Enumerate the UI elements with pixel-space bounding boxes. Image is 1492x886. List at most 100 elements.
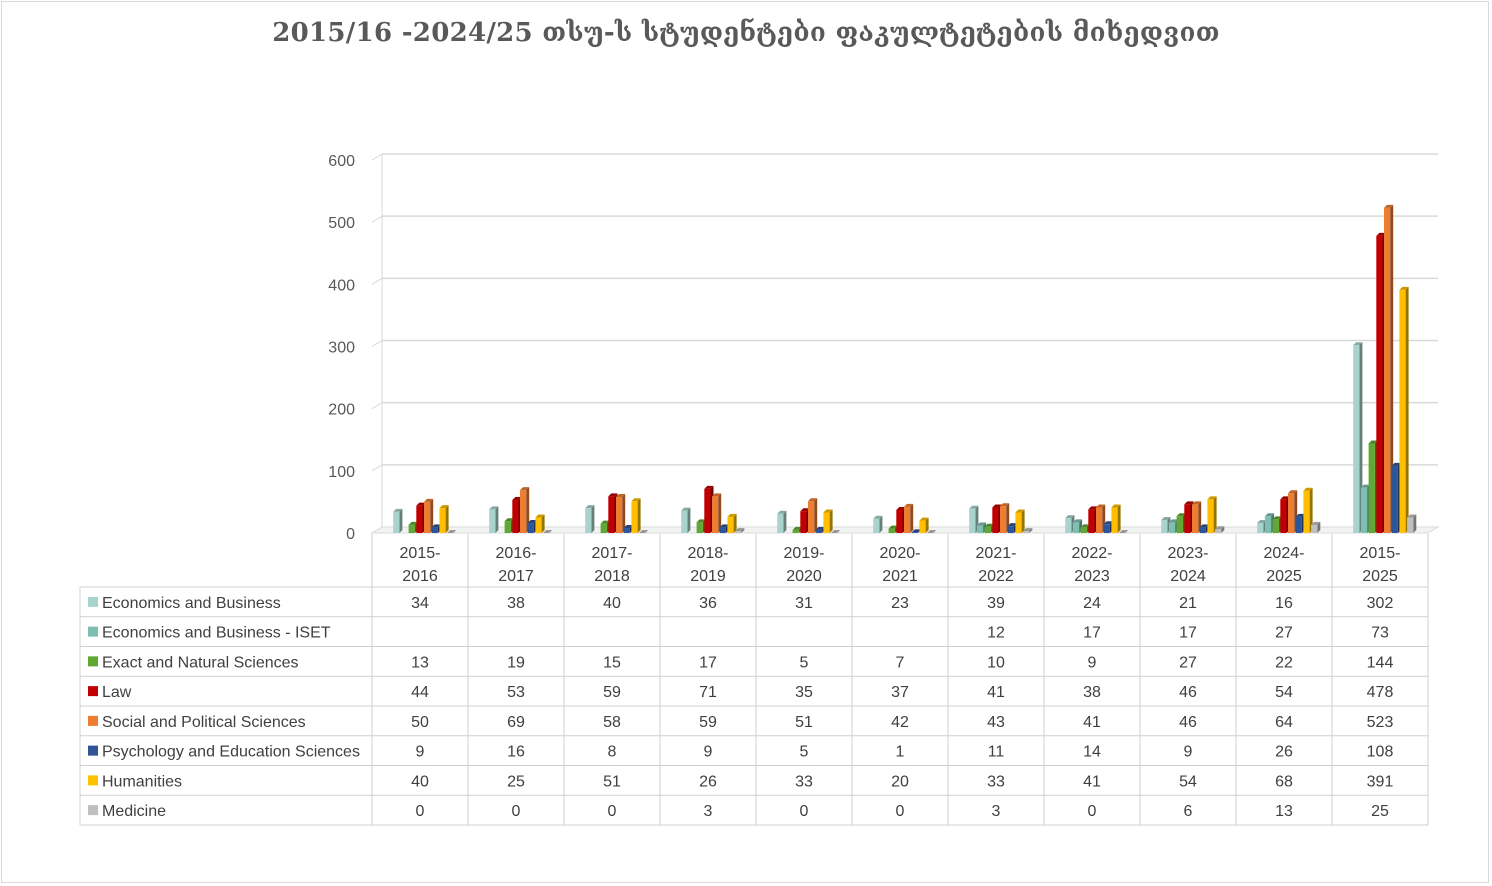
bar (616, 496, 623, 533)
table-cell-value: 10 (987, 654, 1005, 671)
bar-top (1007, 523, 1017, 527)
table-cell-value: 12 (987, 625, 1005, 642)
bar-top (927, 530, 937, 533)
bar-top (1311, 521, 1321, 525)
bar (823, 512, 830, 533)
bar (1065, 518, 1072, 533)
bar-side (718, 493, 722, 533)
y-tick-label: 600 (328, 153, 355, 170)
bar (800, 511, 807, 533)
table-cell-value: 35 (795, 684, 813, 701)
bar-side (526, 487, 530, 533)
bar-top (1119, 530, 1129, 533)
gridline-diag (371, 153, 383, 161)
table-cell-value: 13 (411, 654, 429, 671)
table-cell-value: 38 (1083, 684, 1101, 701)
table-cell-value: 46 (1179, 684, 1197, 701)
x-tick-label: 2022- (1072, 545, 1113, 562)
gridline-diag (371, 215, 383, 223)
bar-top (616, 493, 626, 497)
table-cell-value: 33 (987, 773, 1005, 790)
bar (1199, 527, 1206, 533)
bar (431, 527, 438, 533)
table-cell-value: 16 (1275, 595, 1293, 612)
table-cell-value: 14 (1083, 744, 1101, 761)
bar (1176, 516, 1183, 533)
bar-top (1207, 496, 1217, 500)
legend-key (88, 805, 98, 816)
legend-key (88, 745, 98, 756)
bar-side (430, 498, 434, 533)
legend-label: Psychology and Education Sciences (102, 744, 360, 761)
bar (1096, 507, 1103, 533)
bar-top (888, 525, 898, 529)
bar-top (735, 528, 745, 532)
table-cell-value: 16 (507, 744, 525, 761)
bar-top (681, 507, 691, 511)
bar-side (879, 515, 883, 533)
bar-top (727, 513, 737, 517)
bar-side (1317, 521, 1321, 533)
bar-top (831, 530, 841, 533)
bar-top (696, 519, 706, 523)
bar-top (712, 493, 722, 497)
table-cell-value: 22 (1275, 654, 1293, 671)
table-cell-value: 5 (800, 654, 809, 671)
table-cell-value: 9 (704, 744, 713, 761)
bar-top (416, 502, 426, 506)
table-cell-value: 58 (603, 714, 621, 731)
bar-top (1015, 509, 1025, 513)
bar-side (1198, 501, 1202, 533)
bar (1192, 504, 1199, 533)
bar (777, 513, 784, 533)
table-cell-value: 71 (699, 684, 717, 701)
bar-top (777, 510, 787, 514)
legend-key (88, 656, 98, 667)
bar (681, 510, 688, 533)
bar (696, 522, 703, 533)
table-cell-value: 34 (411, 595, 429, 612)
x-tick-label: 2018 (594, 568, 630, 585)
bar-top (489, 506, 499, 510)
table-cell-value: 13 (1275, 803, 1293, 820)
bar-top (535, 514, 545, 518)
legend-key (88, 686, 98, 697)
gridline-diag (371, 340, 383, 347)
bar-top (520, 487, 530, 491)
table-cell-value: 17 (1083, 625, 1101, 642)
bar (704, 488, 711, 533)
table-cell-value: 6 (1184, 803, 1193, 820)
bar (504, 521, 511, 533)
x-tick-label: 2022 (978, 568, 1014, 585)
table-cell-value: 59 (603, 684, 621, 701)
x-tick-label: 2019 (690, 568, 726, 585)
bar-top (431, 524, 441, 528)
x-tick-label: 2021- (976, 545, 1017, 562)
bar-top (393, 508, 403, 512)
table-cell-value: 33 (795, 773, 813, 790)
table-cell-value: 17 (1179, 625, 1197, 642)
bar-top (919, 517, 929, 521)
table-cell-value: 9 (1184, 744, 1193, 761)
bar (1376, 235, 1383, 534)
table-cell-value: 51 (603, 773, 621, 790)
bar-side (445, 505, 449, 533)
legend-key (88, 715, 98, 726)
bar (873, 518, 880, 533)
table-cell-value: 42 (891, 714, 909, 731)
table-cell-value: 0 (896, 803, 905, 820)
bar-top (976, 522, 987, 526)
bar (1311, 524, 1318, 533)
bar (1103, 524, 1110, 533)
bar (911, 532, 918, 533)
bar-top (623, 525, 633, 529)
table-cell-value: 0 (416, 803, 425, 820)
table-cell-value: 54 (1275, 684, 1293, 701)
bar (535, 517, 542, 533)
bar-top (1088, 506, 1098, 510)
bar-side (783, 510, 787, 533)
bar (393, 511, 400, 533)
bar-top (1384, 204, 1394, 208)
table-cell-value: 38 (507, 595, 525, 612)
bar (512, 500, 519, 533)
